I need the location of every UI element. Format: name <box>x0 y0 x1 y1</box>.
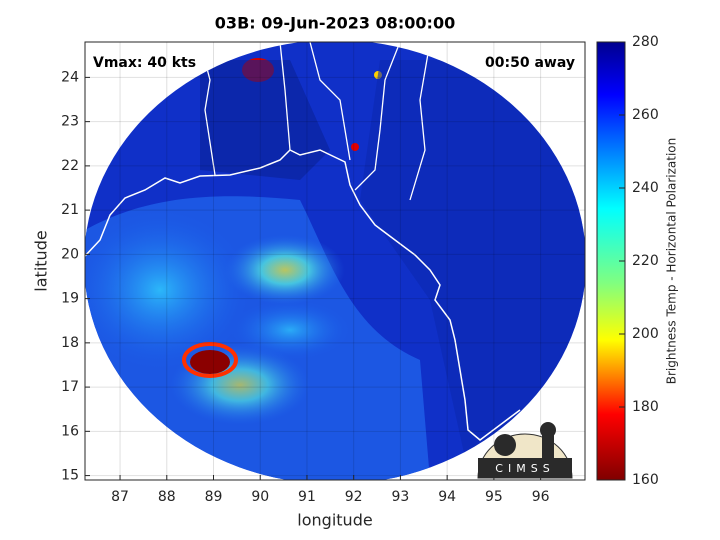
y-axis-label: latitude <box>32 230 51 291</box>
satellite-image <box>85 42 585 480</box>
logo <box>477 422 573 479</box>
axes <box>85 42 585 480</box>
y-tick-label: 18 <box>61 335 79 351</box>
x-tick-label: 96 <box>532 489 550 505</box>
y-tick-label: 19 <box>61 291 79 307</box>
annotation: Vmax: 40 kts <box>93 55 196 71</box>
x-tick-label: 93 <box>392 489 410 505</box>
x-axis-label: longitude <box>297 511 372 530</box>
y-tick-label: 23 <box>61 114 79 130</box>
y-tick-label: 20 <box>61 246 79 262</box>
x-tick-label: 95 <box>485 489 503 505</box>
x-tick-label: 87 <box>111 489 129 505</box>
x-tick-label: 88 <box>158 489 176 505</box>
chart-title: 03B: 09-Jun-2023 08:00:00 <box>215 14 455 33</box>
x-tick-label: 92 <box>345 489 363 505</box>
y-tick-label: 17 <box>61 379 79 395</box>
annotation: 00:50 away <box>485 55 575 71</box>
y-tick-label: 16 <box>61 423 79 439</box>
x-tick-label: 89 <box>205 489 223 505</box>
y-tick-label: 21 <box>61 202 79 218</box>
colorbar-tick-label: 220 <box>632 253 659 269</box>
y-tick-label: 15 <box>61 468 79 484</box>
colorbar-tick-label: 260 <box>632 107 659 123</box>
colorbar-label: Brightness Temp - Horizontal Polarizatio… <box>665 138 679 385</box>
plot-frame <box>84 41 586 481</box>
colorbar-tick-label: 160 <box>632 472 659 488</box>
y-tick-label: 22 <box>61 158 79 174</box>
colorbar-tick-label: 200 <box>632 326 659 342</box>
x-tick-label: 94 <box>438 489 456 505</box>
colorbar-tick-label: 180 <box>632 399 659 415</box>
x-tick-label: 90 <box>251 489 269 505</box>
colorbar-tick-label: 240 <box>632 180 659 196</box>
logo-text: CIMSS <box>495 462 554 475</box>
x-tick-label: 91 <box>298 489 316 505</box>
colorbar-tick-label: 280 <box>632 34 659 50</box>
y-tick-label: 24 <box>61 69 79 85</box>
